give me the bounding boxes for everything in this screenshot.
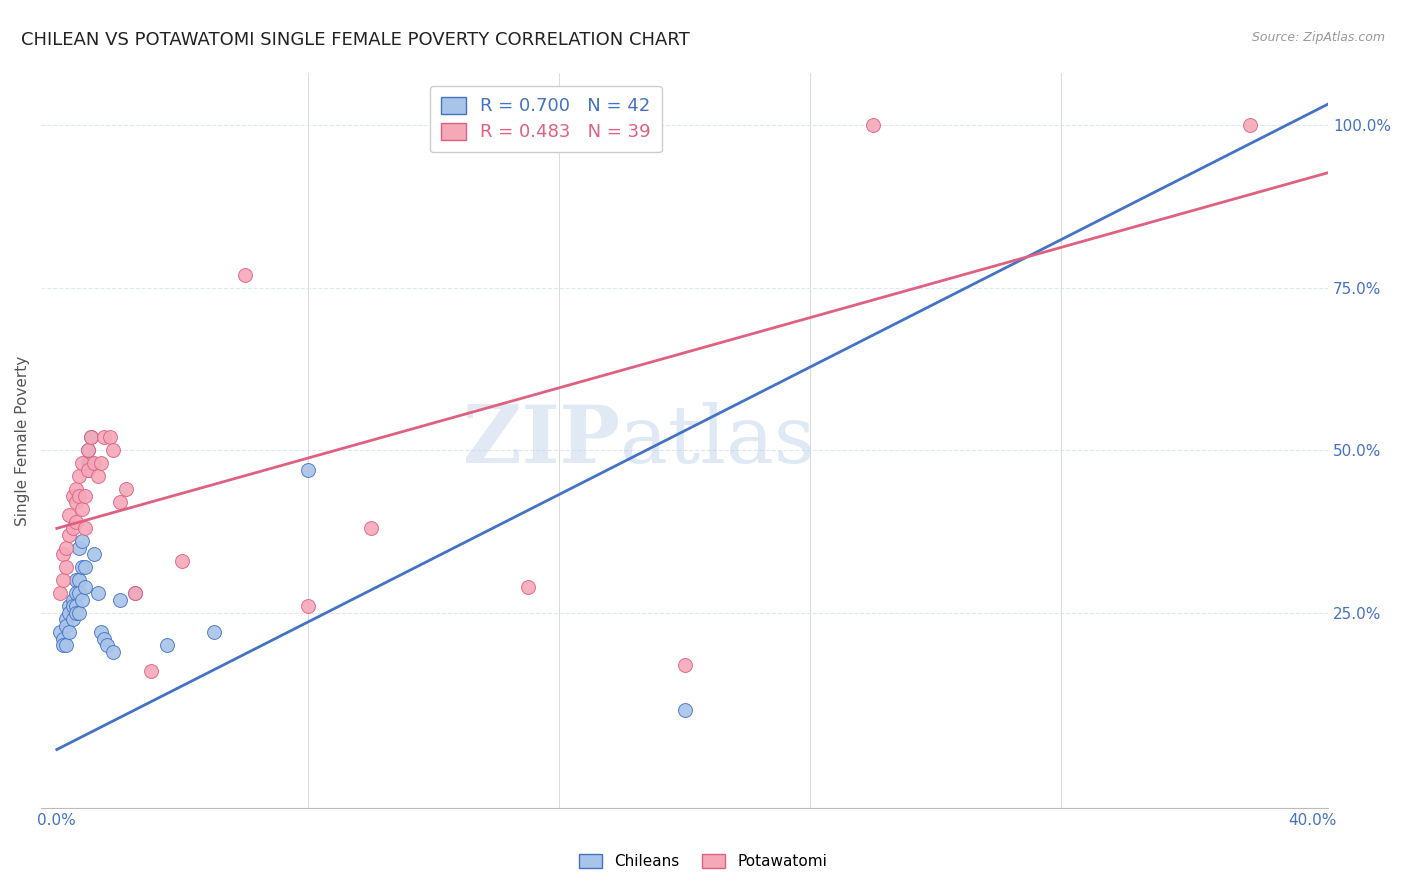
Point [58,528,80,542]
Point [73,489,96,503]
Point [172,554,194,568]
Point [55,541,77,555]
Point [58,508,80,523]
Point [70,593,93,607]
Text: atlas: atlas [620,401,815,480]
Point [108,593,131,607]
Point [58,599,80,614]
Point [77,463,100,477]
Point [77,456,100,470]
Point [52,632,75,646]
Point [67,606,90,620]
Point [233,268,256,282]
Point [49,625,72,640]
Legend: R = 0.700   N = 42, R = 0.483   N = 39: R = 0.700 N = 42, R = 0.483 N = 39 [430,86,662,153]
Point [80,430,103,444]
Point [65,574,87,588]
Point [77,463,100,477]
Point [67,469,90,483]
Y-axis label: Single Female Poverty: Single Female Poverty [15,355,30,525]
Point [52,547,75,561]
Point [65,586,87,600]
Point [65,495,87,509]
Point [86,586,108,600]
Point [80,456,103,470]
Text: CHILEAN VS POTAWATOMI SINGLE FEMALE POVERTY CORRELATION CHART: CHILEAN VS POTAWATOMI SINGLE FEMALE POVE… [21,31,690,49]
Point [83,456,105,470]
Point [297,463,319,477]
Point [67,489,90,503]
Point [77,443,100,458]
Point [93,632,115,646]
Point [67,574,90,588]
Point [77,443,100,458]
Point [55,639,77,653]
Point [55,560,77,574]
Point [65,483,87,497]
Point [516,580,538,594]
Point [65,606,87,620]
Point [124,586,146,600]
Point [62,599,84,614]
Point [52,639,75,653]
Point [62,489,84,503]
Point [52,574,75,588]
Point [73,580,96,594]
Point [70,456,93,470]
Point [49,586,72,600]
Point [58,606,80,620]
Point [73,560,96,574]
Point [103,645,125,659]
Point [55,612,77,626]
Point [90,625,112,640]
Point [360,521,382,535]
Point [70,501,93,516]
Point [297,599,319,614]
Point [139,665,162,679]
Text: Source: ZipAtlas.com: Source: ZipAtlas.com [1251,31,1385,45]
Point [90,456,112,470]
Point [62,612,84,626]
Point [673,657,696,672]
Point [673,704,696,718]
Point [55,619,77,633]
Point [96,639,118,653]
Point [98,430,121,444]
Point [83,547,105,561]
Point [862,118,884,132]
Point [80,430,103,444]
Point [108,495,131,509]
Point [86,469,108,483]
Point [70,560,93,574]
Point [1239,118,1261,132]
Point [67,541,90,555]
Point [93,430,115,444]
Point [73,521,96,535]
Point [202,625,225,640]
Point [62,593,84,607]
Text: ZIP: ZIP [463,401,620,480]
Point [124,586,146,600]
Point [58,625,80,640]
Point [156,639,179,653]
Point [67,586,90,600]
Point [65,599,87,614]
Point [115,483,138,497]
Legend: Chileans, Potawatomi: Chileans, Potawatomi [572,847,834,875]
Point [62,521,84,535]
Point [70,534,93,549]
Point [65,515,87,529]
Point [103,443,125,458]
